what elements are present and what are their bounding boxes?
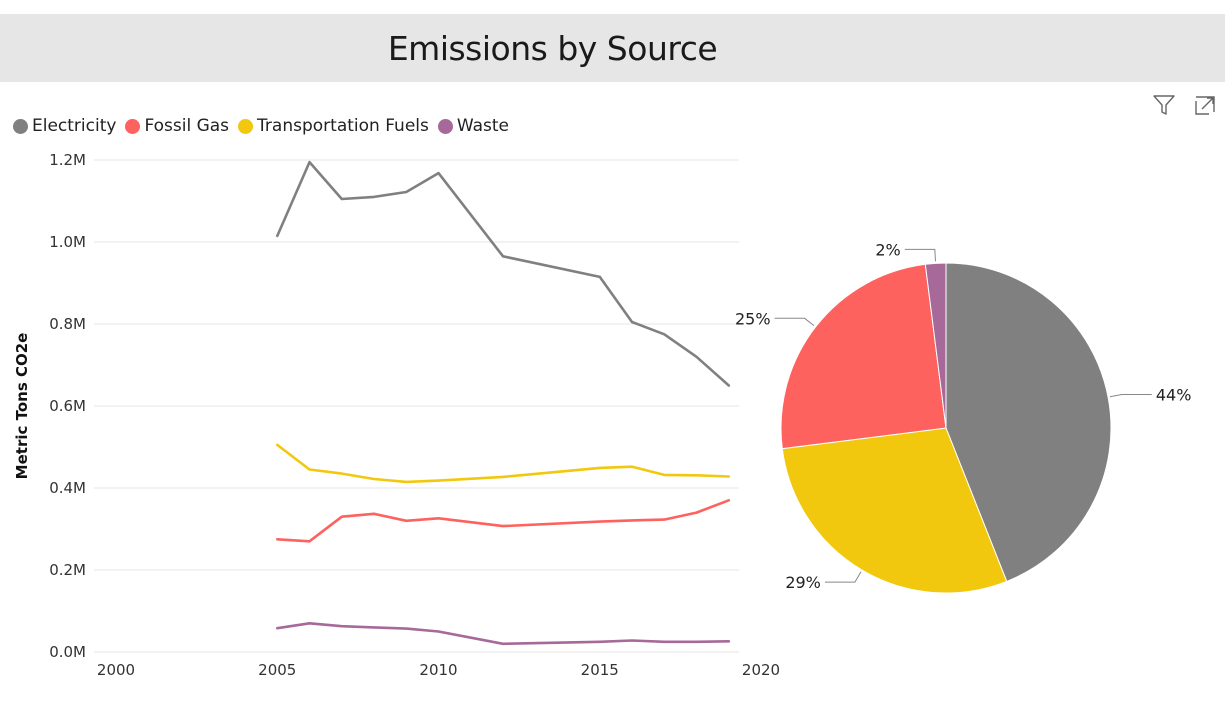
pie-label-fossil-gas: 25% xyxy=(735,309,771,328)
legend-dot-electricity xyxy=(13,118,28,134)
x-tick-label: 2020 xyxy=(742,661,780,679)
title-bar: Emissions by Source xyxy=(0,14,1225,82)
top-strip xyxy=(0,0,1225,14)
pie-label-waste: 2% xyxy=(875,240,900,259)
y-tick-label: 0.0M xyxy=(49,643,86,661)
legend-item-transportation-fuels[interactable]: Transportation Fuels xyxy=(238,116,429,136)
pie-leader-line xyxy=(904,248,936,262)
chart-legend: Electricity Fossil Gas Transportation Fu… xyxy=(13,114,518,138)
legend-dot-transportation-fuels xyxy=(238,118,254,134)
series-line-waste[interactable] xyxy=(275,621,731,646)
y-tick-label: 0.2M xyxy=(49,561,86,579)
pie-label-electricity: 44% xyxy=(1156,385,1192,404)
pie-leader-line xyxy=(824,571,862,583)
pie-leader-line xyxy=(774,317,815,326)
pie-label-transportation-fuels: 29% xyxy=(785,573,821,592)
series-line-transportation-fuels[interactable] xyxy=(275,443,731,484)
x-tick-label: 2005 xyxy=(258,661,296,679)
legend-item-fossil-gas[interactable]: Fossil Gas xyxy=(125,116,229,136)
legend-label-electricity: Electricity xyxy=(32,116,117,136)
legend-dot-fossil-gas xyxy=(125,118,141,134)
series-line-fossil-gas[interactable] xyxy=(275,498,731,543)
y-tick-label: 0.6M xyxy=(49,397,86,415)
focus-mode-icon[interactable] xyxy=(1192,92,1218,118)
legend-dot-waste xyxy=(437,118,453,134)
legend-label-transportation-fuels: Transportation Fuels xyxy=(257,116,429,136)
legend-label-fossil-gas: Fossil Gas xyxy=(144,116,230,136)
series-line-electricity[interactable] xyxy=(275,160,731,387)
legend-item-waste[interactable]: Waste xyxy=(437,116,509,136)
pie-slice-electricity[interactable] xyxy=(945,262,1112,583)
pie-slice-fossil-gas[interactable] xyxy=(780,263,947,450)
x-tick-label: 2010 xyxy=(419,661,457,679)
x-tick-label: 2015 xyxy=(581,661,619,679)
y-tick-label: 1.0M xyxy=(49,233,86,251)
pie-slice-transportation-fuels[interactable] xyxy=(781,427,1008,594)
y-axis-title: Metric Tons CO2e xyxy=(13,333,31,480)
pie-leader-line xyxy=(1109,394,1152,398)
y-tick-label: 0.4M xyxy=(49,479,86,497)
legend-item-electricity[interactable]: Electricity xyxy=(13,116,116,136)
x-tick-label: 2000 xyxy=(97,661,135,679)
page-title: Emissions by Source xyxy=(387,28,718,68)
y-tick-label: 1.2M xyxy=(49,151,86,169)
y-tick-label: 0.8M xyxy=(49,315,86,333)
pie-slice-waste[interactable] xyxy=(924,262,947,429)
filter-icon[interactable] xyxy=(1151,92,1177,118)
legend-label-waste: Waste xyxy=(456,116,509,136)
